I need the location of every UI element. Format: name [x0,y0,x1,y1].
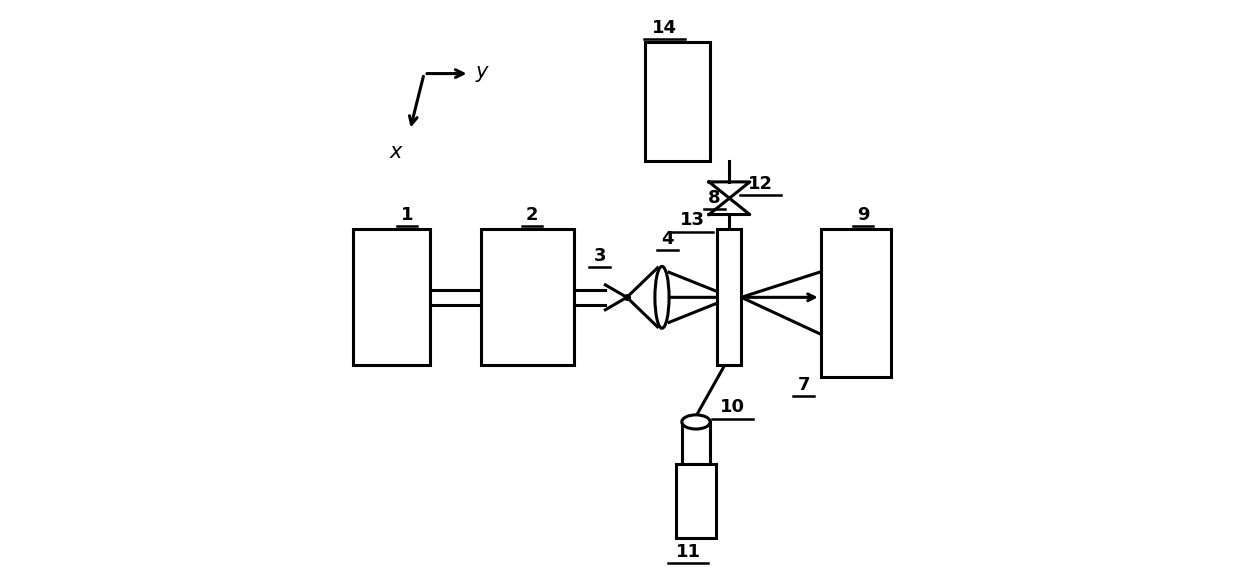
Text: 1: 1 [400,206,413,224]
Text: 12: 12 [748,174,773,193]
Bar [676,464,716,538]
Text: 9: 9 [857,206,870,224]
Text: 8: 8 [709,189,721,206]
Text: $x$: $x$ [389,141,404,161]
Ellipse shape [681,415,710,429]
Bar [646,42,710,161]
Text: 14: 14 [652,19,676,37]
Text: 11: 11 [675,543,700,561]
Text: 3: 3 [593,247,606,265]
Text: 13: 13 [680,212,705,229]
Text: 7: 7 [798,376,810,394]
Text: $y$: $y$ [475,63,491,84]
Bar [717,229,741,366]
Bar [481,229,574,366]
Text: 10: 10 [720,398,746,416]
Ellipse shape [655,267,669,328]
Bar [681,422,710,464]
Bar [820,229,891,376]
Text: 4: 4 [662,230,674,248]
Bar [353,229,430,366]
Text: 2: 2 [525,206,539,224]
